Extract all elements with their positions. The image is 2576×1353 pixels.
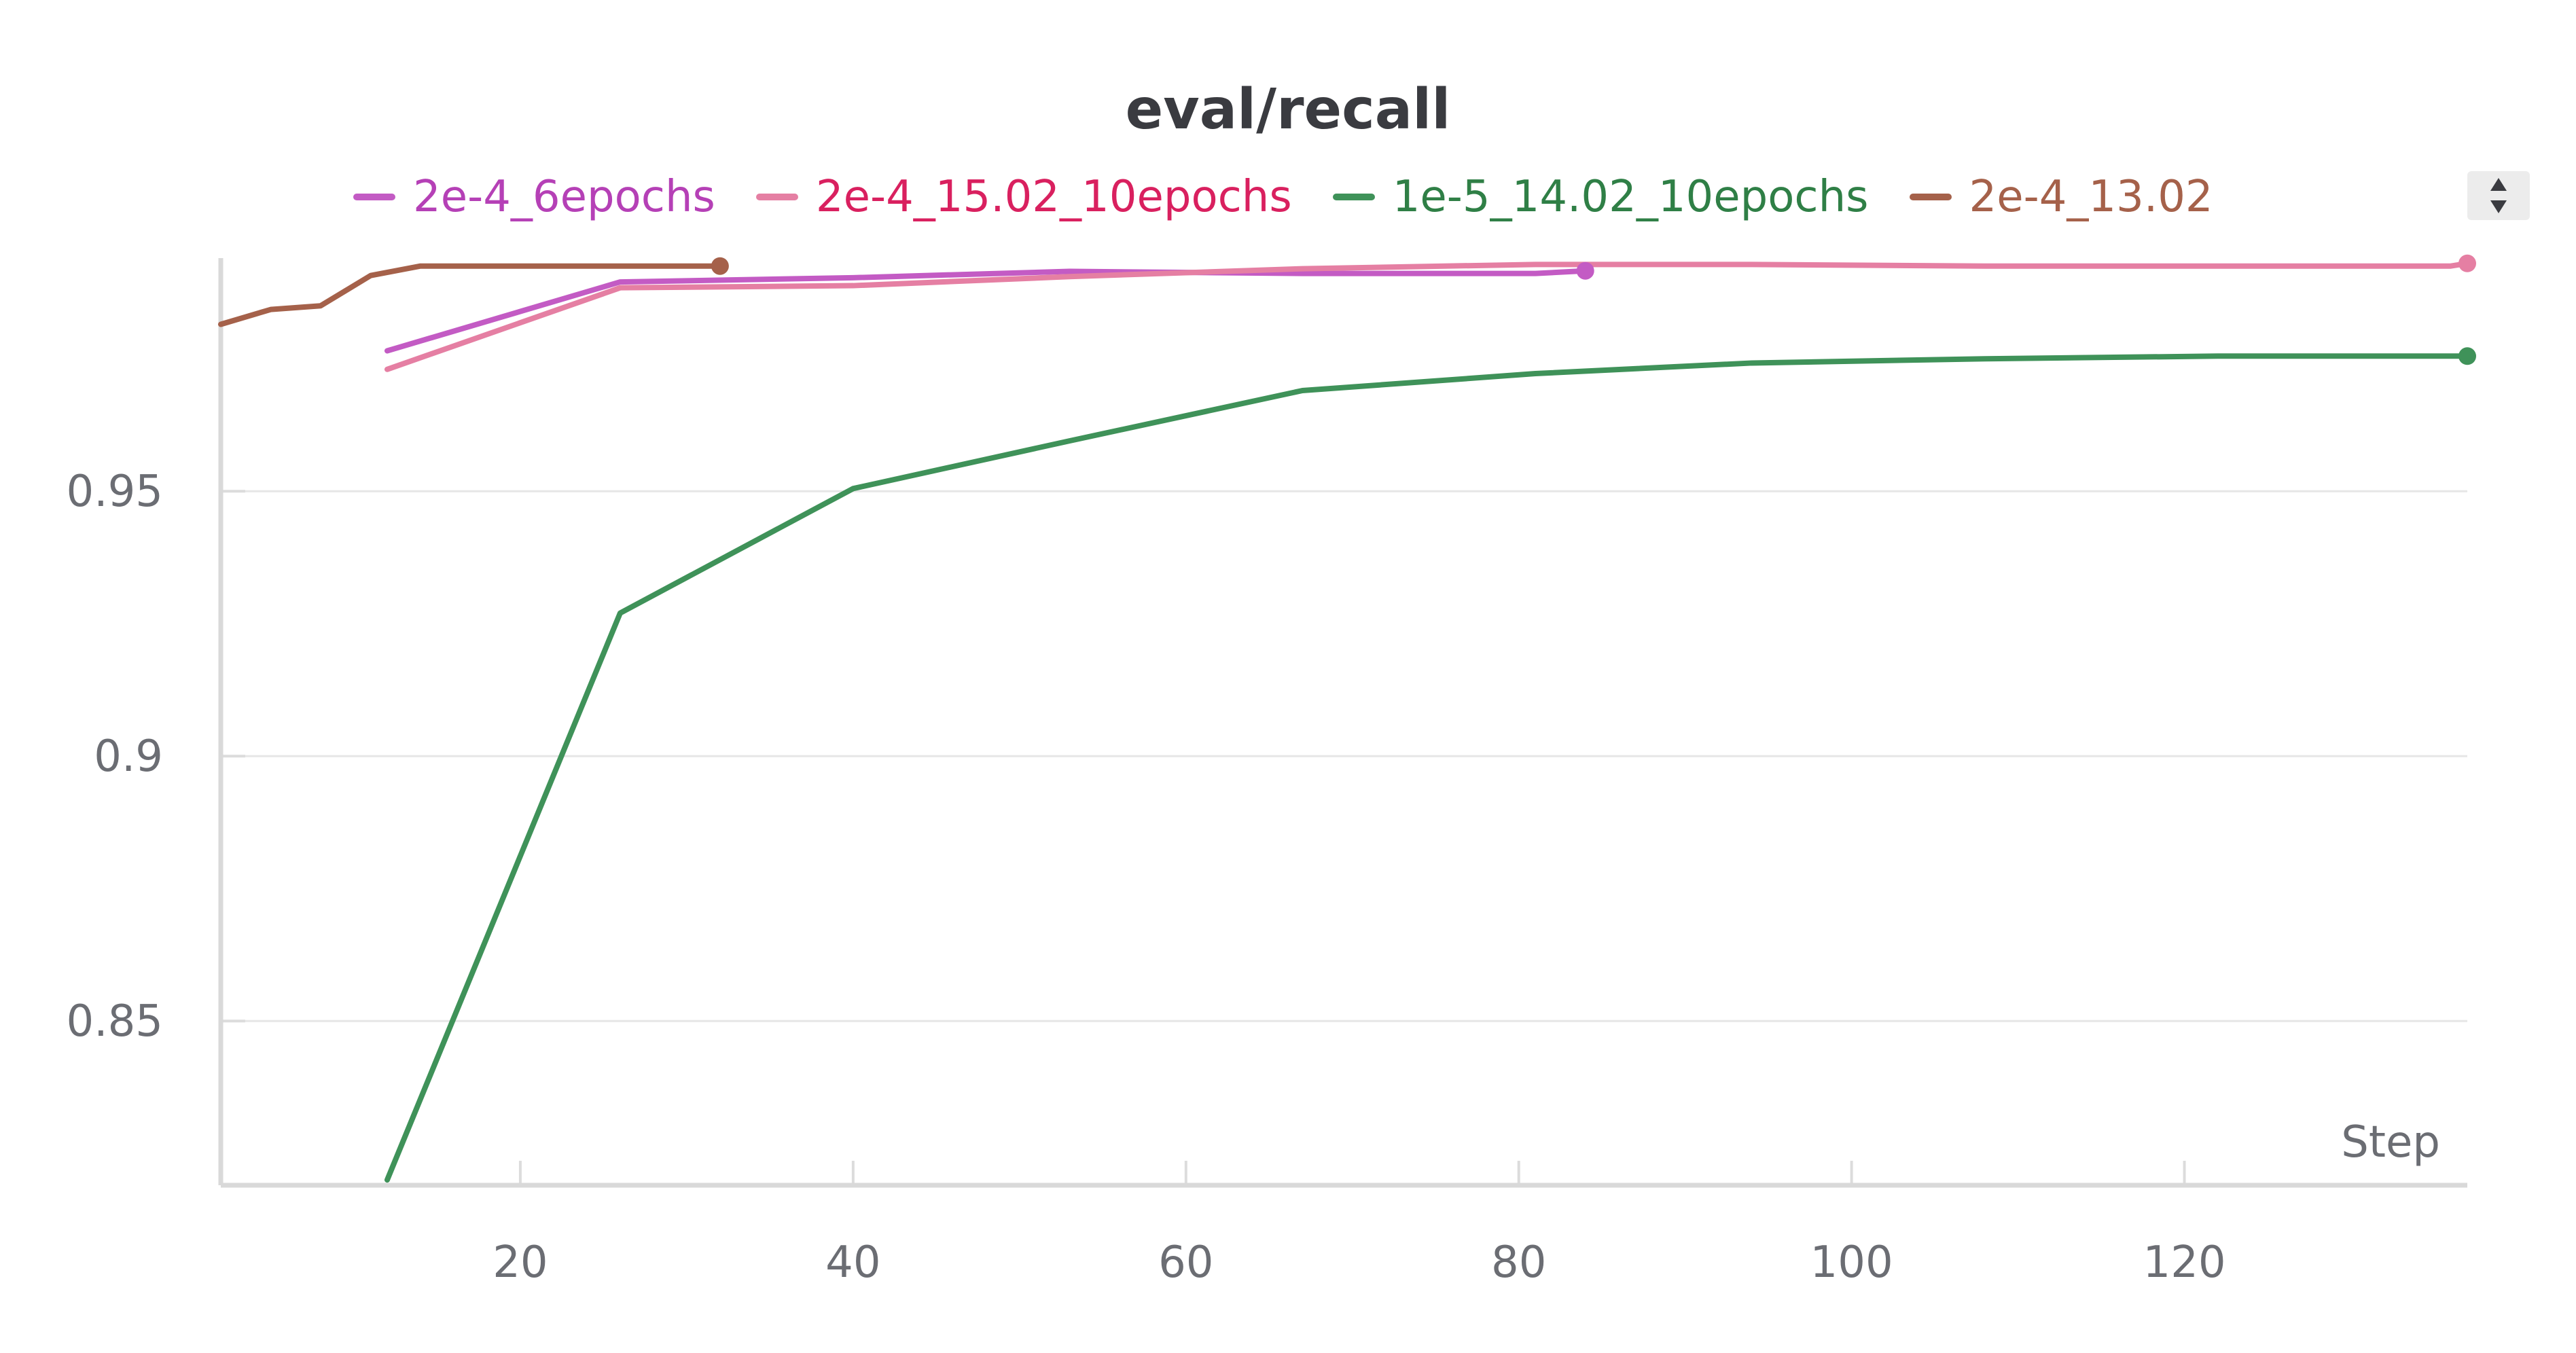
grid-lines — [221, 490, 2467, 1022]
x-tick-label: 100 — [1810, 1238, 1893, 1288]
series-line-4 — [218, 263, 723, 327]
series-end-markers — [711, 254, 2476, 365]
x-tick-label: 80 — [1491, 1238, 1546, 1288]
series-end-point-4 — [711, 257, 729, 275]
x-axis-label: Step — [2341, 1117, 2440, 1168]
tick-labels: 0.85 0.9 0.95 20 40 60 80 100 120 — [67, 467, 2226, 1288]
legend-swatch — [1909, 194, 1952, 200]
series-lines — [218, 260, 2470, 1183]
legend-item-2[interactable]: 2e-4_15.02_10epochs — [755, 163, 1292, 231]
x-tick-label: 20 — [493, 1238, 548, 1288]
x-tick-label: 120 — [2143, 1238, 2225, 1288]
legend-swatch — [755, 194, 798, 200]
y-tick-label: 0.85 — [67, 996, 164, 1047]
sort-arrows-icon — [2490, 178, 2507, 213]
legend-item-3[interactable]: 1e-5_14.02_10epochs — [1332, 163, 1869, 231]
axes — [218, 258, 2467, 1188]
chart-legend: 2e-4_6epochs 2e-4_15.02_10epochs 1e-5_14.0… — [353, 163, 2213, 231]
legend-label: 2e-4_15.02_10epochs — [815, 172, 1292, 222]
chart-title: eval/recall — [1125, 77, 1451, 142]
series-line-2 — [384, 260, 2470, 372]
legend-item-1[interactable]: 2e-4_6epochs — [353, 163, 715, 231]
legend-swatch — [1332, 194, 1375, 200]
legend-label: 1e-5_14.02_10epochs — [1392, 172, 1869, 222]
y-tick-label: 0.95 — [67, 467, 164, 517]
legend-scroll-button[interactable] — [2467, 171, 2530, 220]
x-tick-label: 60 — [1158, 1238, 1213, 1288]
legend-label: 2e-4_13.02 — [1969, 172, 2213, 222]
series-end-point-3 — [2458, 347, 2476, 365]
legend-swatch — [353, 194, 395, 200]
series-line-3 — [384, 353, 2470, 1183]
series-end-point-1 — [1576, 261, 1594, 280]
legend-label: 2e-4_6epochs — [413, 172, 715, 222]
y-tick-label: 0.9 — [94, 732, 163, 782]
legend-item-4[interactable]: 2e-4_13.02 — [1909, 163, 2213, 231]
series-end-point-2 — [2458, 254, 2476, 272]
series-line-1 — [384, 268, 1588, 354]
x-tick-label: 40 — [825, 1238, 880, 1288]
